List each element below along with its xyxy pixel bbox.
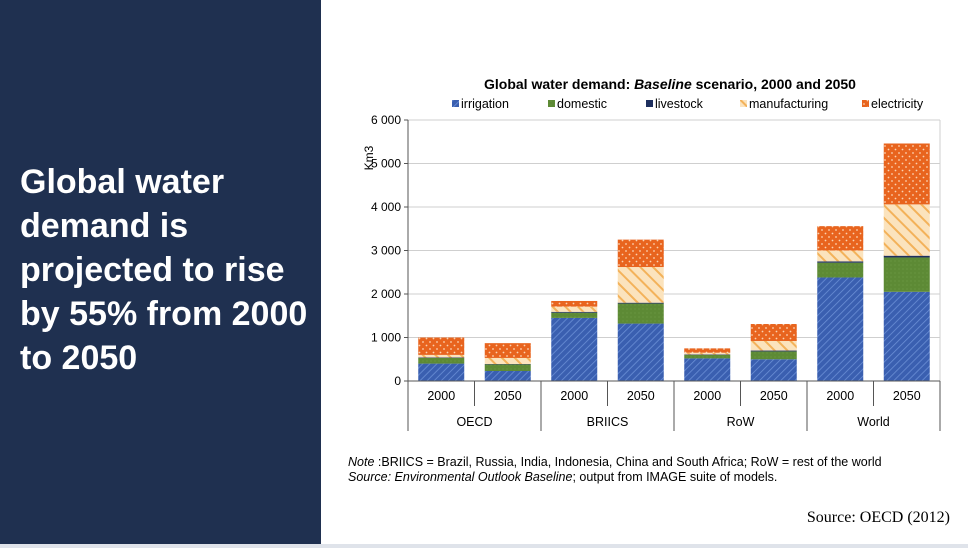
legend-label-manufacturing: manufacturing	[749, 97, 828, 111]
bar-segment-irrigation	[883, 291, 930, 381]
y-tick-label: 4 000	[371, 200, 401, 214]
x-tick-label: 2050	[760, 389, 788, 403]
x-tick-label: 2000	[427, 389, 455, 403]
bar-segment-domestic	[484, 364, 531, 371]
legend-label-irrigation: irrigation	[461, 97, 509, 111]
bar-segment-domestic	[684, 354, 731, 359]
bar-segment-manufacturing	[817, 250, 864, 262]
bar-segment-electricity	[617, 239, 664, 268]
attribution: Source: OECD (2012)	[806, 509, 950, 526]
chart-title-prefix: Global water demand:	[484, 76, 634, 92]
y-tick-label: 1 000	[371, 331, 401, 345]
bar-segment-electricity	[684, 348, 731, 353]
y-axis-label: Km3	[362, 145, 376, 170]
y-tick-label: 5 000	[371, 157, 401, 171]
source-label: Source: Environmental Outlook Baseline	[348, 470, 573, 484]
note-line: Note :BRIICS = Brazil, Russia, India, In…	[348, 455, 882, 470]
bottom-divider	[0, 544, 968, 548]
legend-swatch-domestic	[548, 100, 555, 107]
bar-segment-livestock	[883, 255, 930, 258]
bar-segment-irrigation	[750, 359, 797, 381]
bar-stacks	[418, 143, 930, 381]
bar-segment-livestock	[551, 311, 598, 313]
bar-segment-livestock	[617, 302, 664, 304]
y-axis-ticks: 0 1 000 2 000 3 000 4 000 5 000 6 000	[371, 113, 408, 388]
x-tick-label: 2050	[627, 389, 655, 403]
x-tick-label: 2000	[560, 389, 588, 403]
x-tick-label: 2000	[826, 389, 854, 403]
source-line: Source: Environmental Outlook Baseline; …	[348, 470, 882, 485]
note-text: :BRIICS = Brazil, Russia, India, Indones…	[374, 455, 882, 469]
bar-segment-irrigation	[684, 358, 731, 381]
bar-segment-irrigation	[418, 363, 465, 381]
bar-segment-manufacturing	[484, 357, 531, 365]
bar-segment-irrigation	[617, 323, 664, 381]
bar-segment-electricity	[484, 343, 531, 358]
bar-segment-manufacturing	[684, 352, 731, 355]
bar-segment-manufacturing	[617, 267, 664, 303]
bar-segment-electricity	[817, 226, 864, 251]
legend-label-electricity: electricity	[871, 97, 924, 111]
bar-segment-domestic	[883, 257, 930, 292]
x-group-label: OECD	[456, 415, 492, 429]
bar-segment-electricity	[883, 143, 930, 205]
bar-segment-domestic	[551, 312, 598, 318]
chart-title-italic: Baseline	[634, 76, 692, 92]
bar-segment-irrigation	[551, 317, 598, 381]
bar-segment-livestock	[817, 261, 864, 263]
bar-segment-manufacturing	[551, 306, 598, 312]
x-group-label: RoW	[727, 415, 755, 429]
bar-segment-manufacturing	[883, 204, 930, 256]
y-tick-label: 3 000	[371, 244, 401, 258]
title-panel: Global water demand is projected to rise…	[0, 0, 321, 548]
legend-label-domestic: domestic	[557, 97, 607, 111]
bar-segment-domestic	[418, 357, 465, 364]
bar-segment-domestic	[817, 262, 864, 278]
x-group-label: World	[857, 415, 889, 429]
legend-label-livestock: livestock	[655, 97, 704, 111]
x-group-label: BRIICS	[587, 415, 629, 429]
bar-segment-irrigation	[817, 277, 864, 381]
x-tick-label: 2050	[494, 389, 522, 403]
x-tick-label: 2050	[893, 389, 921, 403]
chart-title: Global water demand: Baseline scenario, …	[484, 76, 856, 92]
y-tick-label: 0	[394, 374, 401, 388]
bar-segment-irrigation	[484, 370, 531, 381]
legend-swatch-manufacturing	[740, 100, 747, 107]
bar-segment-manufacturing	[418, 354, 465, 358]
bar-segment-manufacturing	[750, 340, 797, 351]
note-label: Note	[348, 455, 375, 469]
legend-swatch-electricity	[862, 100, 869, 107]
water-demand-chart: Global water demand: Baseline scenario, …	[362, 76, 941, 431]
legend-swatch-irrigation	[452, 100, 459, 107]
bar-segment-domestic	[750, 351, 797, 360]
y-tick-label: 6 000	[371, 113, 401, 127]
gridlines	[408, 119, 941, 382]
source-text: ; output from IMAGE suite of models.	[572, 470, 778, 484]
x-tick-label: 2000	[693, 389, 721, 403]
legend-swatch-livestock	[646, 100, 653, 107]
bar-segment-domestic	[617, 303, 664, 324]
slide-headline: Global water demand is projected to rise…	[20, 163, 308, 377]
bar-segment-electricity	[750, 324, 797, 341]
chart-title-suffix: scenario, 2000 and 2050	[692, 76, 856, 92]
bar-segment-electricity	[418, 337, 465, 355]
chart-footnote: Note :BRIICS = Brazil, Russia, India, In…	[348, 455, 882, 485]
bar-segment-electricity	[551, 300, 598, 307]
chart-legend: irrigation domestic livestock manufacturing…	[452, 97, 924, 111]
y-tick-label: 2 000	[371, 287, 401, 301]
bar-segment-livestock	[750, 350, 797, 352]
